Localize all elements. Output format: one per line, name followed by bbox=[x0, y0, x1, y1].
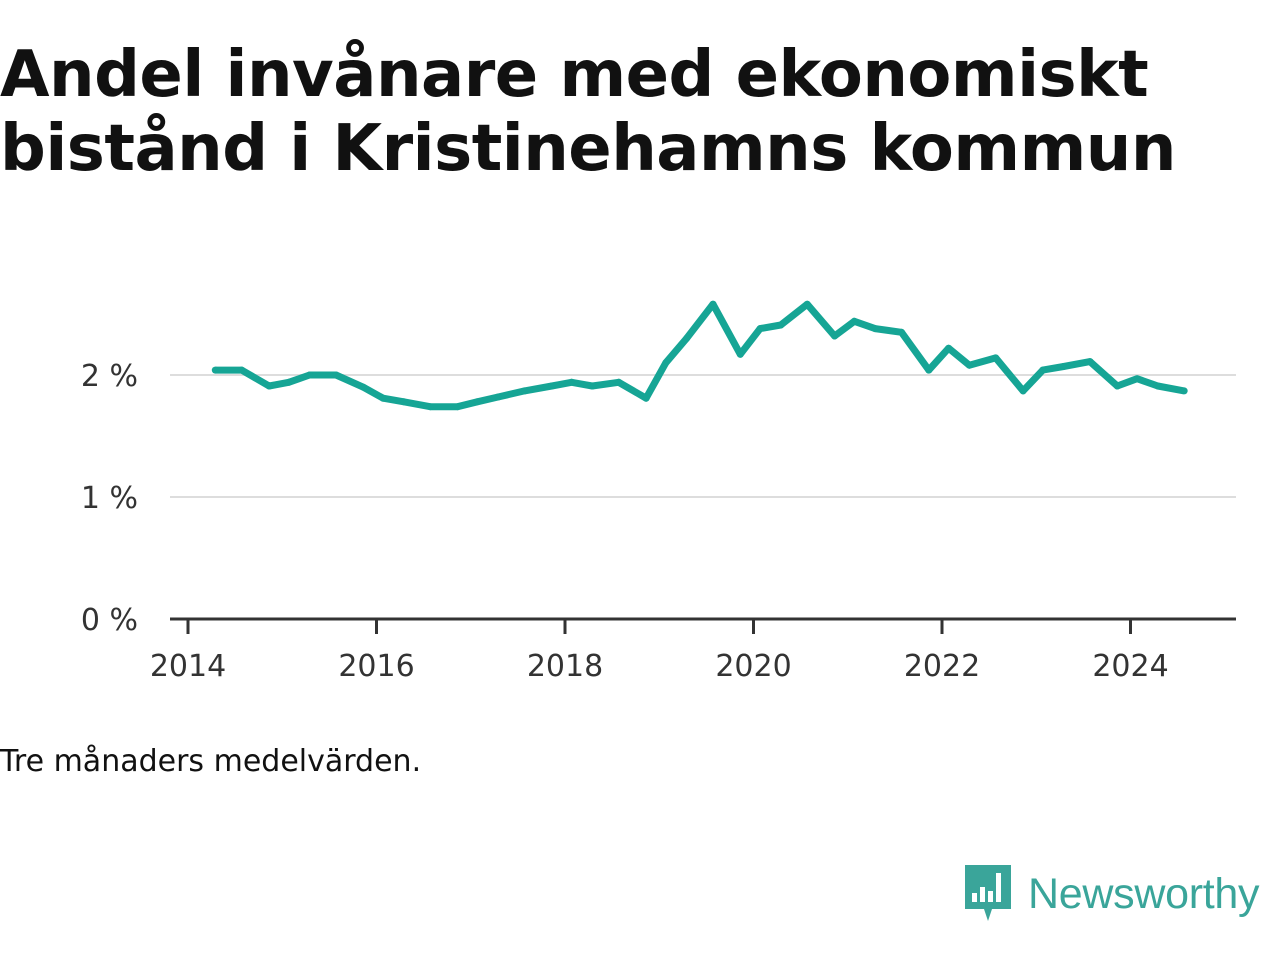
data-point bbox=[454, 403, 462, 411]
data-point bbox=[925, 366, 933, 374]
data-point bbox=[871, 325, 879, 333]
data-point bbox=[332, 371, 340, 379]
data-point bbox=[615, 378, 623, 386]
page-title: Andel invånare med ekonomiskt bistånd i … bbox=[0, 38, 1176, 186]
x-tick-label: 2014 bbox=[150, 649, 226, 684]
x-tick-label: 2016 bbox=[338, 649, 414, 684]
grid-lines bbox=[170, 374, 1236, 498]
data-point bbox=[211, 366, 219, 374]
data-point bbox=[494, 393, 502, 401]
data-points bbox=[211, 300, 1188, 411]
data-point bbox=[992, 354, 1000, 362]
data-point bbox=[662, 359, 670, 367]
y-tick-label: 1 % bbox=[81, 481, 138, 516]
y-tick-label: 2 % bbox=[81, 359, 138, 394]
data-point bbox=[473, 398, 481, 406]
data-point bbox=[642, 394, 650, 402]
data-point bbox=[709, 300, 717, 308]
data-point bbox=[1060, 363, 1068, 370]
data-point bbox=[945, 344, 953, 352]
data-point bbox=[1113, 382, 1121, 390]
data-point bbox=[803, 300, 811, 308]
brand-logo[interactable]: Newsworthy bbox=[962, 862, 1259, 926]
data-point bbox=[683, 334, 691, 342]
data-point bbox=[285, 378, 293, 386]
data-point bbox=[850, 317, 858, 325]
y-tick-label: 0 % bbox=[81, 603, 138, 638]
data-point bbox=[548, 382, 556, 390]
data-point bbox=[756, 325, 764, 333]
data-point bbox=[736, 350, 744, 358]
x-tick-label: 2020 bbox=[715, 649, 791, 684]
data-point bbox=[306, 371, 314, 379]
data-point bbox=[568, 378, 576, 386]
y-axis-ticks: 0 % 1 % 2 % bbox=[81, 359, 138, 638]
data-point bbox=[1086, 358, 1094, 366]
x-tick-label: 2018 bbox=[527, 649, 603, 684]
data-point bbox=[777, 321, 785, 329]
data-point bbox=[588, 382, 596, 390]
data-point bbox=[831, 332, 839, 340]
bar-chart-speech-bubble-icon bbox=[965, 865, 1011, 921]
data-point bbox=[1019, 387, 1027, 395]
data-point bbox=[1154, 382, 1162, 390]
data-point bbox=[521, 387, 528, 395]
x-tick-label: 2022 bbox=[904, 649, 980, 684]
data-point bbox=[359, 383, 367, 391]
brand-name: Newsworthy bbox=[1028, 869, 1260, 918]
data-point bbox=[1133, 375, 1141, 383]
data-point bbox=[379, 394, 387, 402]
data-point bbox=[400, 398, 408, 406]
x-tick-label: 2024 bbox=[1092, 649, 1168, 684]
series-line bbox=[215, 300, 1185, 411]
chart-note: Tre månaders medelvärden. bbox=[0, 744, 422, 779]
x-axis-ticks: 2014 2016 2018 2020 2022 2024 bbox=[150, 619, 1169, 684]
data-point bbox=[238, 366, 246, 374]
data-point bbox=[1039, 366, 1047, 374]
data-point bbox=[265, 382, 273, 390]
data-point bbox=[898, 328, 905, 336]
data-point bbox=[1180, 387, 1188, 395]
data-point bbox=[426, 403, 434, 411]
data-point bbox=[965, 361, 973, 369]
